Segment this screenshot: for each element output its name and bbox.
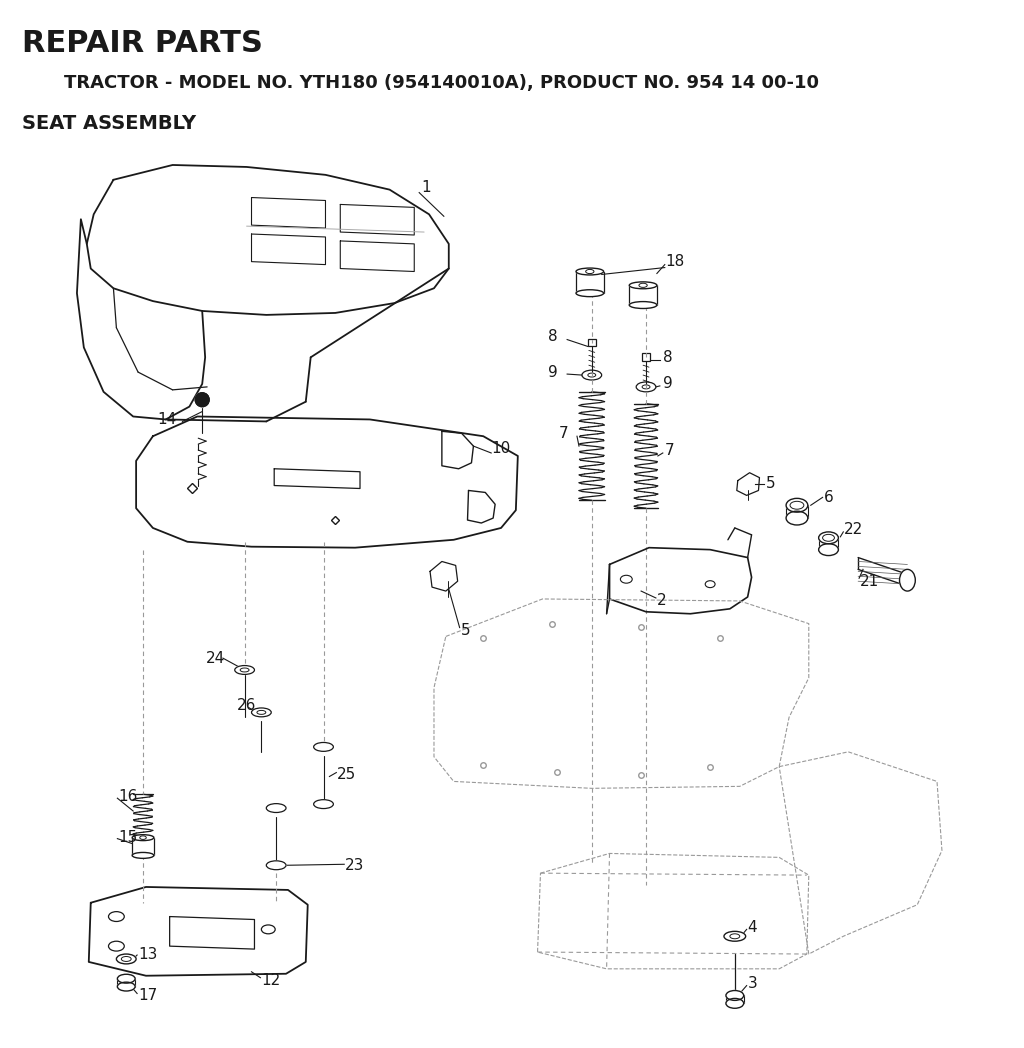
Ellipse shape — [726, 990, 743, 1001]
Text: 12: 12 — [261, 974, 281, 988]
Ellipse shape — [630, 282, 656, 289]
Text: 23: 23 — [345, 857, 365, 873]
Text: 1: 1 — [421, 180, 431, 195]
Text: 22: 22 — [845, 522, 863, 538]
Ellipse shape — [118, 975, 135, 983]
Ellipse shape — [899, 569, 915, 591]
Text: 26: 26 — [237, 698, 256, 713]
Ellipse shape — [117, 954, 136, 964]
Ellipse shape — [266, 860, 286, 870]
Ellipse shape — [132, 834, 154, 840]
Text: 7: 7 — [665, 442, 675, 458]
Text: 5: 5 — [461, 623, 470, 638]
Ellipse shape — [724, 932, 745, 941]
Ellipse shape — [313, 742, 334, 751]
Ellipse shape — [313, 800, 334, 809]
Text: REPAIR PARTS: REPAIR PARTS — [22, 29, 262, 58]
Text: 4: 4 — [748, 920, 758, 935]
Ellipse shape — [118, 982, 135, 991]
Circle shape — [196, 393, 209, 407]
Text: 13: 13 — [138, 946, 158, 961]
Text: 3: 3 — [748, 976, 758, 991]
Text: 16: 16 — [119, 789, 138, 804]
Ellipse shape — [266, 804, 286, 812]
Text: 8: 8 — [663, 350, 673, 365]
Ellipse shape — [818, 544, 839, 555]
Text: 25: 25 — [337, 767, 356, 782]
Ellipse shape — [577, 268, 603, 275]
Text: 6: 6 — [823, 489, 834, 505]
Text: 24: 24 — [206, 651, 225, 665]
Circle shape — [196, 393, 209, 407]
Text: 2: 2 — [656, 593, 667, 609]
Text: 9: 9 — [549, 365, 558, 379]
Text: 15: 15 — [119, 830, 137, 845]
Ellipse shape — [577, 289, 603, 297]
Ellipse shape — [630, 302, 656, 308]
Text: 5: 5 — [765, 476, 775, 492]
Text: 18: 18 — [666, 254, 685, 269]
Text: 8: 8 — [549, 329, 558, 344]
Ellipse shape — [234, 665, 255, 675]
Ellipse shape — [786, 499, 808, 512]
Ellipse shape — [132, 852, 154, 858]
Bar — [642, 353, 650, 362]
Text: 10: 10 — [492, 440, 510, 456]
Text: TRACTOR - MODEL NO. YTH180 (954140010A), PRODUCT NO. 954 14 00-10: TRACTOR - MODEL NO. YTH180 (954140010A),… — [65, 74, 819, 92]
Text: 7: 7 — [558, 425, 568, 441]
Ellipse shape — [252, 708, 271, 717]
Ellipse shape — [818, 532, 839, 544]
Text: SEAT ASSEMBLY: SEAT ASSEMBLY — [22, 113, 196, 133]
Ellipse shape — [726, 999, 743, 1008]
Text: 17: 17 — [138, 988, 158, 1003]
Bar — [588, 339, 596, 347]
Text: 9: 9 — [663, 376, 673, 392]
Text: 14: 14 — [158, 412, 177, 427]
Ellipse shape — [786, 511, 808, 525]
Text: 21: 21 — [860, 573, 880, 589]
